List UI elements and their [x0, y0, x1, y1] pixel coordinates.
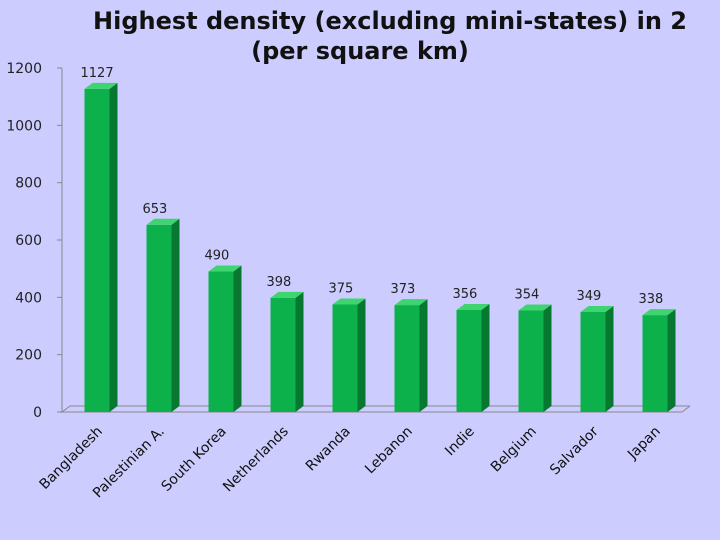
y-tick-label: 1000 — [6, 118, 42, 134]
bar-rwanda — [332, 298, 366, 412]
bar-top — [394, 299, 428, 306]
data-label: 653 — [143, 202, 168, 217]
data-label: 338 — [639, 292, 664, 307]
y-tick-label: 0 — [33, 405, 42, 421]
category-label: Indie — [442, 424, 478, 460]
data-label: 1127 — [81, 66, 114, 81]
bar-salvador — [580, 305, 614, 412]
bar-belgium — [518, 304, 552, 412]
bar-side — [295, 291, 304, 412]
data-label: 375 — [329, 282, 354, 297]
chart-title-line2: (per square km) — [251, 37, 469, 65]
x-axis-depth — [681, 405, 691, 413]
category-label: Bangladesh — [36, 424, 105, 493]
bar-front — [642, 315, 668, 412]
bar-front — [146, 224, 172, 412]
bar-top — [84, 82, 118, 89]
bar-side — [419, 299, 428, 412]
bar-front — [332, 304, 358, 412]
data-label: 490 — [205, 249, 230, 264]
bar-front — [518, 310, 544, 412]
data-label: 349 — [577, 289, 602, 304]
category-label: Netherlands — [220, 424, 292, 496]
bar-side — [171, 218, 180, 412]
bar-front — [456, 309, 482, 412]
data-label: 354 — [515, 288, 540, 303]
bar-side — [357, 298, 366, 412]
bar-front — [580, 311, 606, 412]
bar-top — [208, 265, 242, 272]
bar-indie — [456, 303, 490, 412]
chart-title-line1: Highest density (excluding mini-states) … — [93, 7, 687, 35]
chart-title: Highest density (excluding mini-states) … — [0, 6, 720, 66]
category-label: Japan — [624, 424, 664, 464]
data-label: 398 — [267, 275, 292, 290]
bar-top — [332, 298, 366, 305]
y-tick-label: 600 — [15, 233, 42, 249]
bar-bangladesh — [84, 82, 118, 412]
bar-lebanon — [394, 299, 428, 412]
bar-netherlands — [270, 291, 304, 412]
category-label: Lebanon — [362, 424, 416, 478]
y-tick-label: 800 — [15, 176, 42, 192]
bar-top — [270, 291, 304, 298]
data-label: 373 — [391, 282, 416, 297]
category-label: Rwanda — [303, 424, 354, 475]
bar-top — [146, 218, 180, 225]
bar-front — [208, 271, 234, 412]
bar-japan — [642, 309, 676, 412]
bar-side — [233, 265, 242, 412]
y-tick-label: 400 — [15, 290, 42, 306]
bar-top — [456, 303, 490, 310]
bar-top — [642, 309, 676, 316]
y-tick-label: 1200 — [6, 61, 42, 77]
data-label: 356 — [453, 287, 478, 302]
bar-side — [543, 304, 552, 412]
bar-palestinian-a — [146, 218, 180, 412]
bar-top — [518, 304, 552, 311]
category-label: Belgium — [488, 424, 540, 476]
bar-top — [580, 305, 614, 312]
bar-side — [481, 303, 490, 412]
category-label: Salvador — [547, 423, 602, 478]
bar-front — [394, 305, 420, 412]
y-tick-label: 200 — [15, 348, 42, 364]
bar-front — [270, 297, 296, 412]
bar-side — [667, 309, 676, 412]
bar-front — [84, 88, 110, 412]
bar-side — [605, 305, 614, 412]
bar-side — [109, 82, 118, 412]
bar-south-korea — [208, 265, 242, 412]
